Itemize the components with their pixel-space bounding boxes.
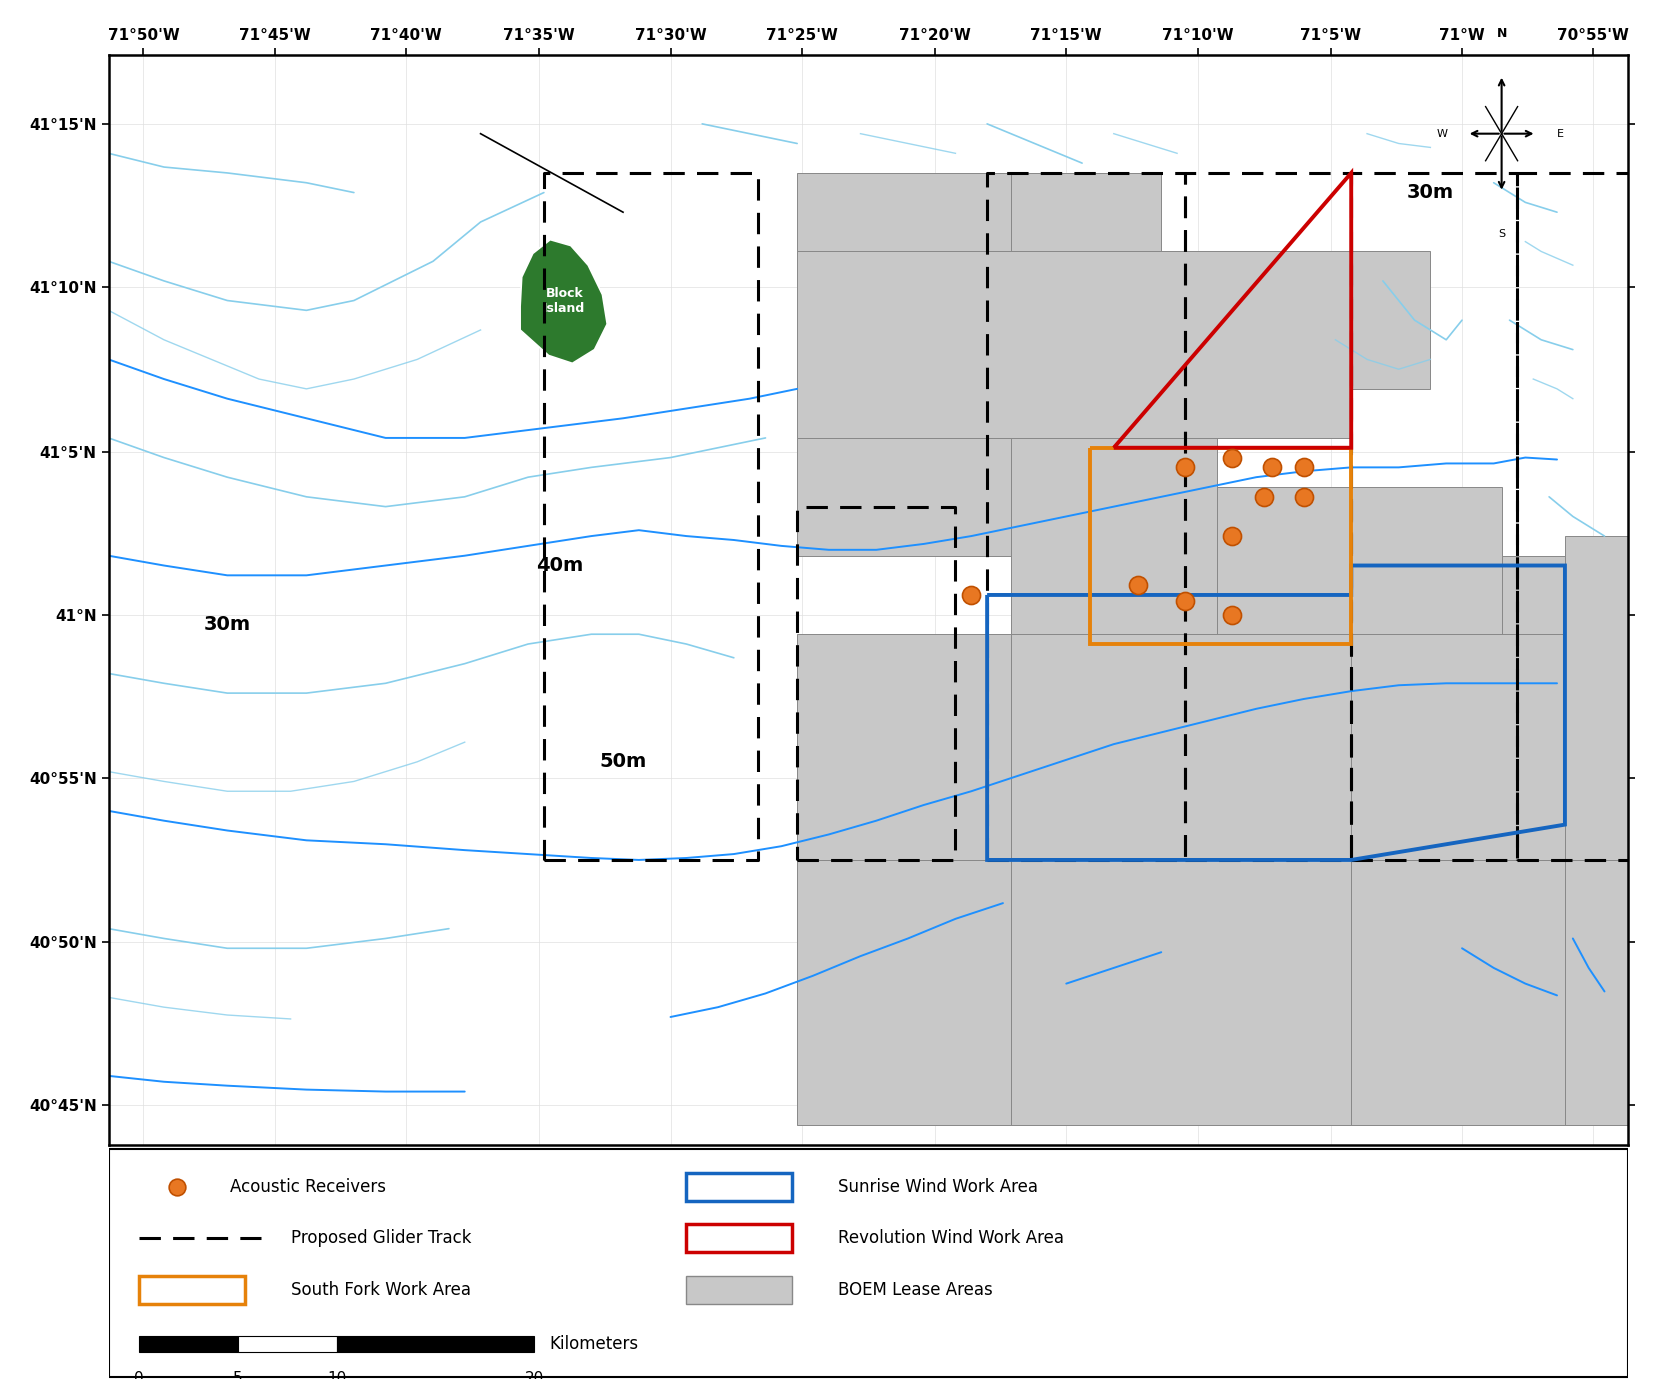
Text: S: S <box>1498 229 1505 239</box>
Bar <box>797 172 1010 251</box>
Bar <box>686 1225 793 1252</box>
Text: South Fork Work Area: South Fork Work Area <box>291 1281 471 1299</box>
Bar <box>797 439 1010 556</box>
Text: 40m: 40m <box>536 556 583 575</box>
Text: 0: 0 <box>134 1371 144 1379</box>
Text: Sunrise Wind Work Area: Sunrise Wind Work Area <box>838 1178 1039 1196</box>
Text: 20: 20 <box>524 1371 544 1379</box>
Text: Kilometers: Kilometers <box>549 1335 638 1353</box>
Bar <box>1010 172 1161 251</box>
Bar <box>686 1172 793 1201</box>
Text: 5: 5 <box>232 1371 242 1379</box>
Bar <box>797 251 1351 439</box>
Text: N: N <box>1496 28 1506 40</box>
Text: 50m: 50m <box>600 753 646 771</box>
Bar <box>1351 634 1565 860</box>
Text: 10: 10 <box>327 1371 346 1379</box>
Bar <box>1217 487 1351 634</box>
Text: BOEM Lease Areas: BOEM Lease Areas <box>838 1281 992 1299</box>
Text: Revolution Wind Work Area: Revolution Wind Work Area <box>838 1229 1064 1248</box>
Bar <box>1501 556 1565 644</box>
Bar <box>797 860 1010 1125</box>
Text: Acoustic Receivers: Acoustic Receivers <box>230 1178 386 1196</box>
Bar <box>337 1336 534 1351</box>
Bar <box>237 1336 337 1351</box>
Polygon shape <box>519 240 608 363</box>
Text: W: W <box>1436 128 1448 139</box>
Bar <box>1010 439 1217 634</box>
Text: Proposed Glider Track: Proposed Glider Track <box>291 1229 471 1248</box>
Text: 30m: 30m <box>1406 183 1455 203</box>
Bar <box>1351 860 1565 1125</box>
Bar <box>139 1336 237 1351</box>
Text: E: E <box>1558 128 1565 139</box>
Text: 30m: 30m <box>204 615 250 634</box>
Text: Block
Island: Block Island <box>543 287 586 314</box>
Bar <box>1351 251 1431 389</box>
Bar <box>1351 487 1501 634</box>
Bar <box>139 1276 245 1305</box>
Bar <box>797 634 1010 860</box>
Bar <box>1565 860 1628 1125</box>
Bar <box>1010 634 1351 860</box>
Bar <box>1565 536 1628 860</box>
Bar <box>686 1276 793 1305</box>
Bar <box>1010 860 1351 1125</box>
